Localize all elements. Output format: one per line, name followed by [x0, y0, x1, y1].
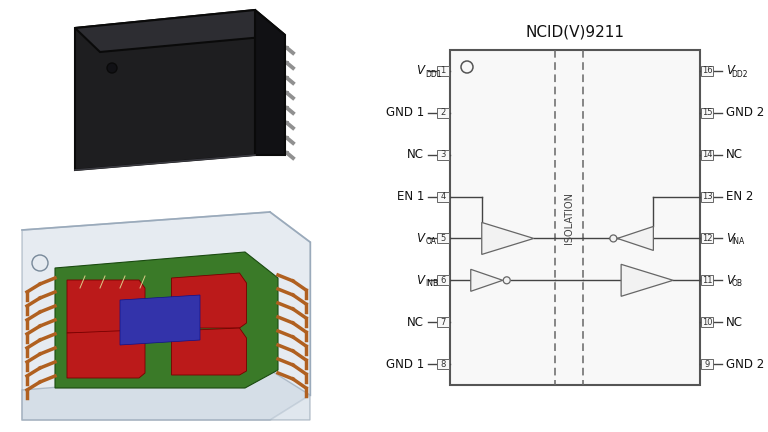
Text: V: V [726, 274, 734, 287]
Text: V: V [416, 64, 424, 77]
Text: 7: 7 [440, 318, 445, 327]
Bar [437, 108, 449, 118]
Text: DD1: DD1 [425, 70, 442, 79]
Text: EN 2: EN 2 [726, 190, 753, 203]
Polygon shape [482, 222, 534, 254]
Text: EN 1: EN 1 [396, 190, 424, 203]
Polygon shape [617, 226, 654, 251]
Polygon shape [67, 330, 145, 378]
Polygon shape [120, 295, 200, 345]
Polygon shape [22, 212, 310, 420]
Text: NCID(V)9211: NCID(V)9211 [525, 25, 624, 39]
Text: NC: NC [726, 148, 743, 161]
Bar [701, 317, 713, 327]
Bar [437, 275, 449, 285]
Text: V: V [416, 274, 424, 287]
Text: V: V [416, 232, 424, 245]
Text: V: V [726, 232, 734, 245]
Bar [701, 275, 713, 285]
Text: OA: OA [425, 238, 436, 246]
Bar [701, 66, 713, 76]
Polygon shape [75, 10, 285, 52]
Bar [701, 149, 713, 160]
Polygon shape [22, 370, 310, 420]
Polygon shape [67, 280, 145, 333]
Text: 5: 5 [440, 234, 445, 243]
Bar [701, 359, 713, 369]
Bar [437, 359, 449, 369]
Text: 6: 6 [440, 276, 445, 285]
Polygon shape [171, 273, 247, 328]
Text: OB: OB [731, 280, 743, 288]
Text: NC: NC [407, 148, 424, 161]
Text: 8: 8 [440, 359, 445, 368]
Text: NC: NC [407, 316, 424, 329]
Bar [701, 108, 713, 118]
Text: 12: 12 [702, 234, 712, 243]
Text: 2: 2 [440, 108, 445, 118]
Text: 4: 4 [440, 192, 445, 201]
Polygon shape [171, 328, 247, 375]
Text: GND 1: GND 1 [386, 358, 424, 371]
Text: 13: 13 [702, 192, 712, 201]
Text: V: V [726, 64, 734, 77]
Bar [437, 149, 449, 160]
Text: INA: INA [731, 238, 745, 246]
Text: 10: 10 [702, 318, 712, 327]
Text: 3: 3 [440, 150, 445, 159]
Polygon shape [75, 10, 255, 170]
Circle shape [107, 63, 117, 73]
Text: ISOLATION: ISOLATION [564, 191, 574, 244]
Circle shape [610, 235, 617, 242]
Polygon shape [471, 269, 503, 291]
Polygon shape [621, 264, 673, 296]
Bar [437, 233, 449, 244]
Text: 16: 16 [702, 67, 712, 76]
Text: INB: INB [425, 280, 439, 288]
Text: 14: 14 [702, 150, 712, 159]
Text: 15: 15 [702, 108, 712, 118]
Bar [437, 191, 449, 202]
Bar [437, 317, 449, 327]
Text: 11: 11 [702, 276, 712, 285]
Polygon shape [255, 10, 285, 155]
Text: GND 2: GND 2 [726, 106, 764, 119]
Text: GND 1: GND 1 [386, 106, 424, 119]
Bar [701, 233, 713, 244]
Bar [437, 66, 449, 76]
Text: DD2: DD2 [731, 70, 748, 79]
Polygon shape [55, 252, 278, 388]
Bar [701, 191, 713, 202]
Text: GND 2: GND 2 [726, 358, 764, 371]
Text: NC: NC [726, 316, 743, 329]
Circle shape [503, 277, 510, 284]
Text: 9: 9 [704, 359, 710, 368]
Text: 1: 1 [440, 67, 445, 76]
Bar [450, 50, 700, 385]
